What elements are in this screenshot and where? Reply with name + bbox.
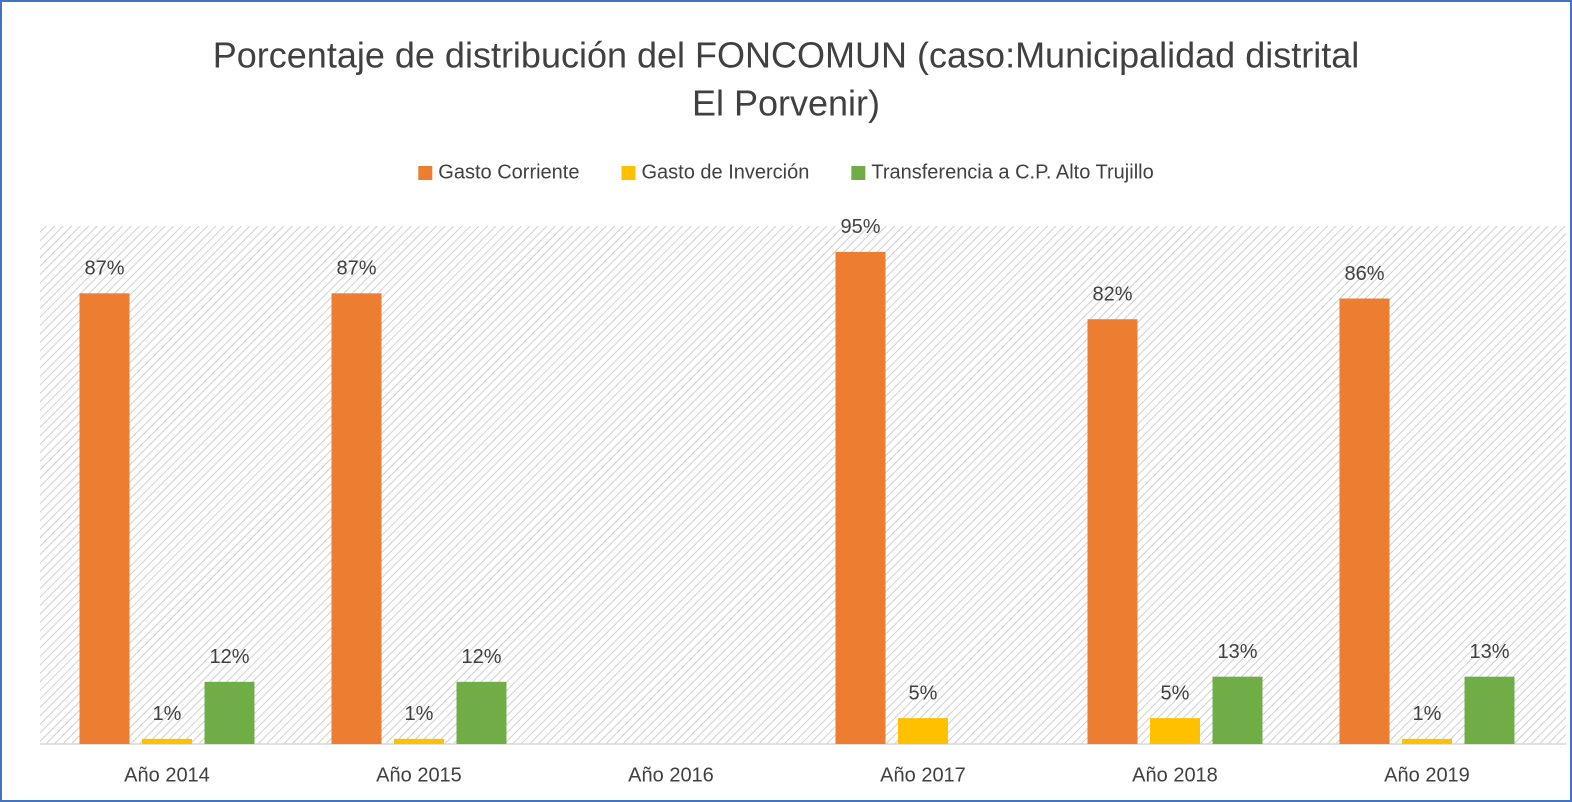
legend-swatch	[851, 166, 866, 180]
bar	[1402, 738, 1452, 744]
bar	[1150, 718, 1200, 744]
data-label: 12%	[209, 646, 249, 668]
bar	[1464, 676, 1515, 744]
bar	[79, 293, 130, 744]
data-label: 13%	[1469, 641, 1509, 663]
data-label: 87%	[336, 258, 376, 280]
legend-swatch	[621, 166, 636, 180]
bar	[331, 293, 382, 744]
chart-title: El Porvenir)	[692, 83, 880, 124]
data-label: 1%	[153, 703, 182, 725]
data-label: 13%	[1217, 641, 1257, 663]
data-label: 12%	[461, 646, 501, 668]
legend-label: Gasto Corriente	[438, 161, 579, 183]
bar	[898, 718, 948, 744]
bar	[142, 738, 192, 744]
bar	[204, 681, 255, 744]
legend-swatch	[418, 166, 433, 180]
bar	[456, 681, 507, 744]
plot-area	[40, 226, 1566, 744]
x-tick-label: Año 2017	[880, 764, 966, 786]
data-label: 82%	[1092, 284, 1132, 306]
x-tick-label: Año 2019	[1384, 764, 1470, 786]
data-label: 87%	[84, 258, 124, 280]
bar	[1339, 298, 1390, 744]
x-tick-label: Año 2015	[376, 764, 462, 786]
data-label: 1%	[405, 703, 434, 725]
data-label: 5%	[909, 682, 938, 704]
data-label: 1%	[1413, 703, 1442, 725]
bar	[1212, 676, 1263, 744]
legend-label: Transferencia a C.P. Alto Trujillo	[871, 161, 1153, 183]
x-tick-label: Año 2018	[1132, 764, 1218, 786]
chart-title: Porcentaje de distribución del FONCOMUN …	[213, 35, 1359, 76]
bar	[394, 738, 444, 744]
data-label: 5%	[1161, 682, 1190, 704]
x-tick-label: Año 2016	[628, 764, 714, 786]
bar	[1087, 319, 1138, 744]
x-tick-label: Año 2014	[124, 764, 210, 786]
bar	[835, 251, 886, 744]
data-label: 95%	[840, 216, 880, 238]
data-label: 86%	[1344, 263, 1384, 285]
legend-label: Gasto de Inverción	[641, 161, 809, 183]
